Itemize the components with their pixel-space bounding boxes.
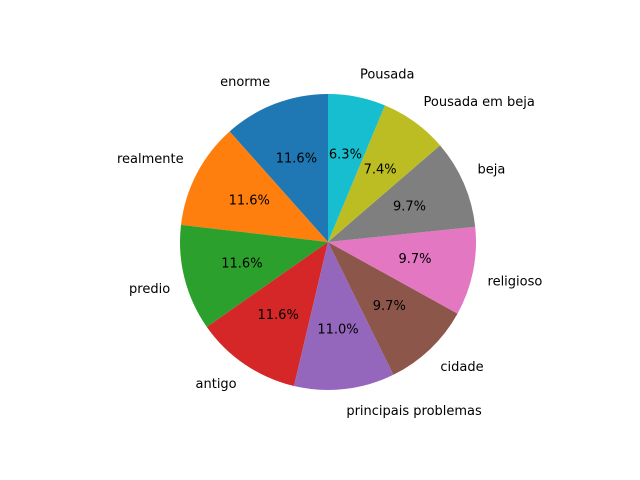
pie-slice — [179, 224, 328, 327]
pie-slice — [293, 242, 394, 390]
slice-percent-label: 7.4% — [364, 163, 397, 178]
slice-label: predio — [129, 282, 170, 297]
pie-slice — [229, 94, 328, 242]
slice-label: principais problemas — [346, 404, 482, 419]
slice-percent-label: 6.3% — [329, 147, 362, 162]
pie-slice — [328, 94, 385, 242]
slice-label: religioso — [488, 274, 543, 289]
slice-label: realmente — [117, 152, 184, 167]
slice-label: enorme — [220, 75, 270, 90]
pie-slice — [328, 105, 441, 243]
slice-label: Pousada em beja — [424, 95, 535, 110]
slice-percent-label: 9.7% — [399, 252, 432, 267]
slice-label: beja — [477, 162, 505, 177]
pie-slice — [180, 131, 328, 242]
slice-percent-label: 11.6% — [258, 308, 299, 323]
pie-labels: enorme 11.6% realmente 11.6% predio 11.6% anti… — [117, 67, 542, 418]
slice-percent-label: 11.6% — [229, 194, 270, 209]
slice-percent-label: 11.6% — [221, 256, 262, 271]
slice-percent-label: 11.0% — [317, 323, 358, 338]
pie-slice — [206, 242, 328, 387]
slice-label: Pousada — [360, 67, 415, 82]
slice-percent-label: 9.7% — [393, 199, 426, 214]
slice-label: cidade — [440, 360, 483, 375]
pie-slice — [328, 242, 458, 375]
pie-slices — [179, 94, 477, 390]
slice-percent-label: 9.7% — [373, 299, 406, 314]
pie-slice — [328, 226, 477, 314]
pie-slice — [328, 145, 476, 242]
slice-percent-label: 11.6% — [276, 152, 317, 167]
slice-label: antigo — [196, 377, 237, 392]
